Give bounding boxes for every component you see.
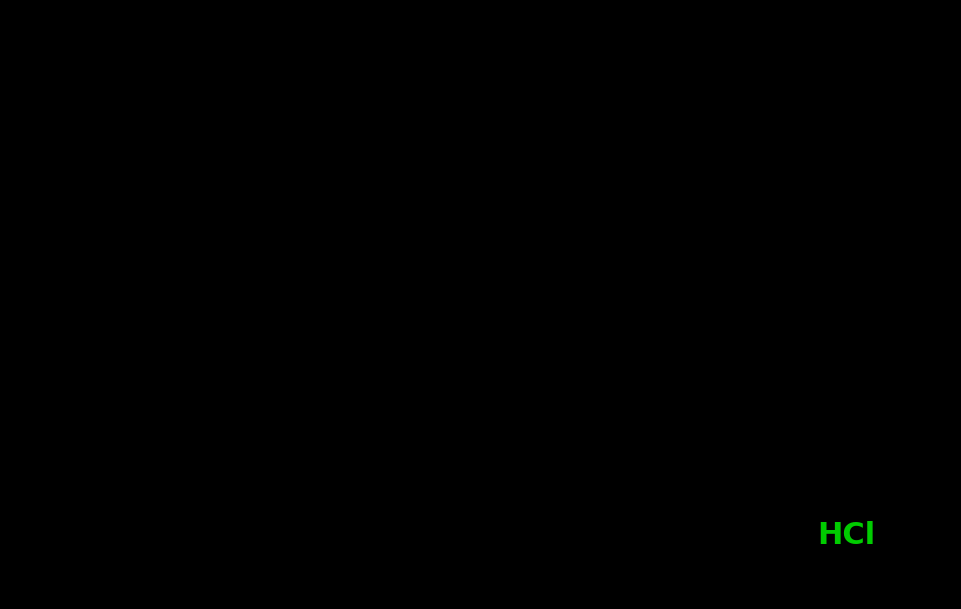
Text: HCl: HCl [817,521,875,551]
